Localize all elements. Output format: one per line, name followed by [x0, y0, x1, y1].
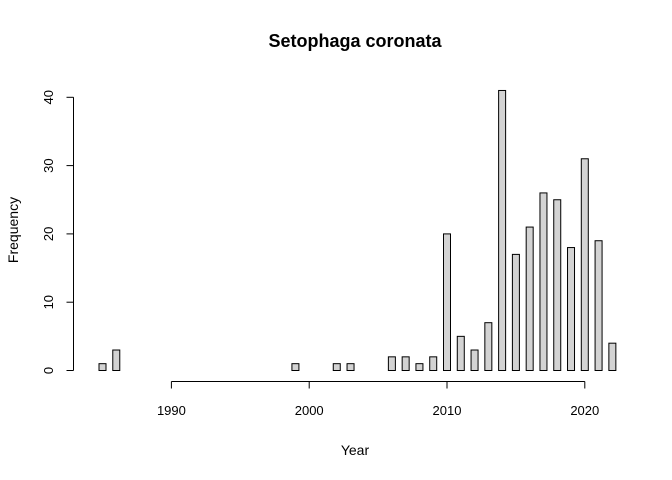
- y-tick-label-0: 0: [41, 367, 56, 374]
- chart-title: Setophaga coronata: [268, 31, 442, 51]
- bar-1999: [291, 363, 300, 372]
- x-axis: 1990 2000 2010 2020: [157, 381, 599, 418]
- bar-2007: [401, 356, 410, 371]
- bar-2022: [608, 342, 617, 371]
- bar-2020: [580, 158, 589, 371]
- bar-2014: [498, 89, 507, 371]
- bar-2009: [429, 356, 438, 371]
- x-axis-label: Year: [341, 442, 370, 458]
- x-tick-label-1990: 1990: [157, 403, 186, 418]
- x-tick-label-2010: 2010: [433, 403, 462, 418]
- y-tick-label-40: 40: [41, 90, 56, 104]
- bar-1985: [98, 363, 107, 372]
- bar-2013: [484, 322, 493, 372]
- y-tick-label-20: 20: [41, 227, 56, 241]
- bars-group: [98, 89, 617, 372]
- y-axis: 0 10 20 30 40: [41, 90, 74, 374]
- bar-2011: [456, 335, 465, 372]
- bar-2018: [553, 199, 562, 371]
- bar-2003: [346, 363, 355, 372]
- bar-2006: [387, 356, 396, 371]
- bar-2002: [332, 363, 341, 372]
- bar-2021: [594, 240, 603, 371]
- x-tick-label-2000: 2000: [295, 403, 324, 418]
- bar-2016: [525, 226, 534, 371]
- y-tick-label-10: 10: [41, 295, 56, 309]
- bar-2017: [539, 192, 548, 371]
- bar-2012: [470, 349, 479, 372]
- y-tick-label-30: 30: [41, 158, 56, 172]
- bar-2019: [567, 247, 576, 371]
- bar-2015: [511, 253, 520, 371]
- bar-2010: [443, 233, 451, 371]
- y-axis-label: Frequency: [5, 197, 21, 263]
- bar-1986: [112, 349, 121, 372]
- x-tick-label-2020: 2020: [570, 403, 599, 418]
- bar-2008: [415, 363, 424, 372]
